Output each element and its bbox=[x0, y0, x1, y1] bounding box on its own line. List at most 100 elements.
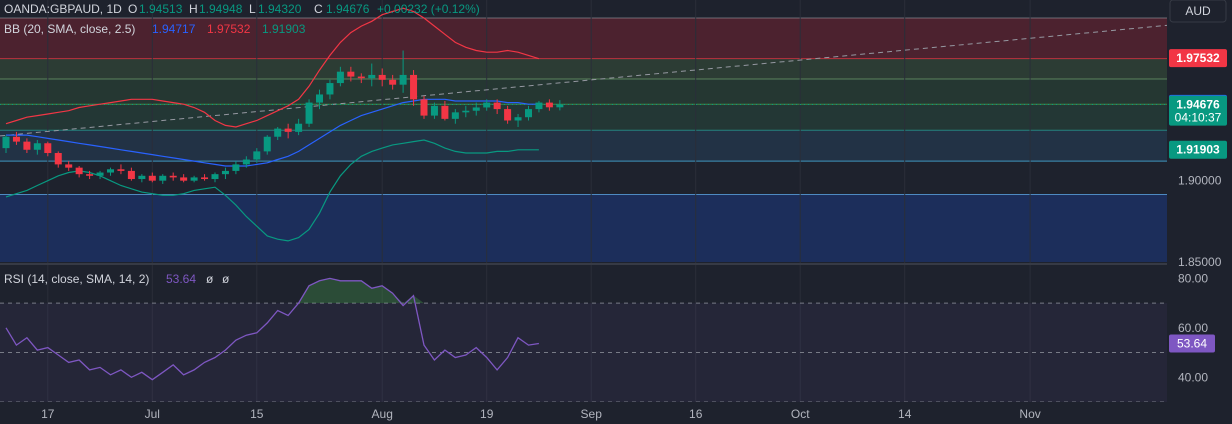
rsi-line bbox=[5, 277, 539, 381]
low-label: L bbox=[249, 2, 256, 16]
candle bbox=[441, 100, 449, 121]
rsi-tick-label: 60.00 bbox=[1178, 321, 1208, 335]
rsi-title[interactable]: RSI (14, close, SMA, 14, 2) bbox=[4, 272, 149, 286]
candle bbox=[535, 100, 543, 113]
candle bbox=[483, 99, 491, 111]
currency-button[interactable] bbox=[1169, 0, 1227, 23]
candle bbox=[368, 63, 376, 87]
price-badge-label: 1.91903 bbox=[1176, 143, 1220, 157]
zone-upper bbox=[0, 58, 1167, 79]
candle bbox=[232, 161, 240, 175]
bb-title[interactable]: BB (20, SMA, close, 2.5) bbox=[4, 22, 135, 36]
candle-body bbox=[389, 79, 397, 85]
candle bbox=[159, 174, 167, 184]
candle bbox=[545, 99, 553, 111]
candle-body bbox=[253, 151, 261, 160]
candle-body bbox=[23, 141, 31, 150]
candle bbox=[96, 170, 104, 180]
candle bbox=[138, 174, 146, 183]
bb-upper-line bbox=[5, 7, 540, 128]
price-badge-label: 1.94676 bbox=[1176, 98, 1220, 112]
candle-body bbox=[410, 74, 418, 100]
rsi-pane bbox=[0, 277, 1167, 403]
high-label: H bbox=[189, 2, 198, 16]
candle bbox=[472, 102, 480, 116]
candlestick-series bbox=[2, 50, 564, 184]
candle-body bbox=[305, 102, 313, 124]
candle bbox=[127, 167, 135, 181]
bb-basis-line bbox=[6, 98, 539, 167]
candle-body bbox=[138, 175, 146, 180]
candle-body bbox=[295, 123, 303, 132]
candle bbox=[295, 118, 303, 136]
candle-body bbox=[159, 175, 167, 181]
grid bbox=[0, 0, 1232, 402]
bb-basis-value: 1.94717 bbox=[152, 22, 196, 36]
candle-body bbox=[54, 153, 62, 165]
candle-body bbox=[169, 175, 177, 178]
candle-body bbox=[420, 99, 428, 116]
time-tick-label: Aug bbox=[372, 407, 393, 421]
candle bbox=[451, 109, 459, 124]
symbol-label[interactable]: OANDA:GBPAUD, 1D bbox=[4, 2, 122, 16]
candle-body bbox=[357, 76, 365, 79]
currency-label: AUD bbox=[1185, 4, 1211, 18]
candle-body bbox=[263, 136, 271, 152]
time-tick-label: Jul bbox=[145, 407, 160, 421]
candle-body bbox=[347, 71, 355, 77]
candle-body bbox=[556, 104, 564, 108]
candle-body bbox=[284, 128, 292, 132]
candle-body bbox=[274, 128, 282, 137]
candle bbox=[86, 170, 94, 180]
candle bbox=[504, 105, 512, 124]
price-badge-box bbox=[1169, 49, 1227, 68]
trend-line bbox=[0, 24, 1168, 137]
price-badge-label: 1.97532 bbox=[1176, 51, 1220, 65]
bb-lower-value: 1.91903 bbox=[262, 22, 306, 36]
candle-body bbox=[201, 177, 209, 180]
candle bbox=[336, 66, 344, 87]
candle-body bbox=[451, 112, 459, 119]
open-label: O bbox=[128, 2, 137, 16]
candle bbox=[514, 113, 522, 127]
candle-body bbox=[117, 169, 125, 171]
rsi-tick-label: 80.00 bbox=[1178, 271, 1208, 285]
price-axis-background bbox=[1167, 22, 1232, 424]
candle bbox=[180, 174, 188, 183]
candle bbox=[263, 135, 271, 155]
close-value: 1.94676 bbox=[326, 2, 370, 16]
candle-body bbox=[462, 110, 470, 113]
rsi-band-background bbox=[0, 303, 1167, 402]
zone-upper-mid bbox=[0, 79, 1167, 105]
candle bbox=[378, 68, 386, 87]
rsi-extra-2: ø bbox=[222, 272, 230, 286]
candle-body bbox=[2, 136, 10, 149]
candle bbox=[357, 73, 365, 84]
candle bbox=[107, 167, 114, 176]
bb-upper-value: 1.97532 bbox=[207, 22, 251, 36]
rsi-overbought-fill bbox=[298, 278, 424, 304]
candle-body bbox=[441, 105, 449, 119]
candle bbox=[556, 100, 564, 111]
candle-body bbox=[221, 170, 229, 175]
countdown-label: 04:10:37 bbox=[1175, 111, 1222, 125]
candle-body bbox=[96, 172, 104, 176]
bollinger-bands bbox=[5, 7, 540, 242]
open-value: 1.94513 bbox=[139, 2, 183, 16]
rsi-tick-label: 40.00 bbox=[1178, 370, 1208, 384]
candle bbox=[420, 96, 428, 119]
candle-body bbox=[86, 174, 94, 176]
time-axis-background bbox=[0, 402, 1232, 424]
time-tick-label: 19 bbox=[480, 407, 494, 421]
candle bbox=[65, 161, 73, 171]
price-badge: 1.91903 bbox=[1169, 140, 1227, 159]
price-tick-label: 1.90000 bbox=[1178, 174, 1222, 188]
candle bbox=[326, 79, 334, 100]
candle bbox=[274, 126, 282, 140]
price-badge-box bbox=[1169, 140, 1227, 159]
candle-body bbox=[211, 174, 219, 180]
zone-lower-extreme bbox=[0, 194, 1167, 262]
time-tick-label: 14 bbox=[898, 407, 912, 421]
